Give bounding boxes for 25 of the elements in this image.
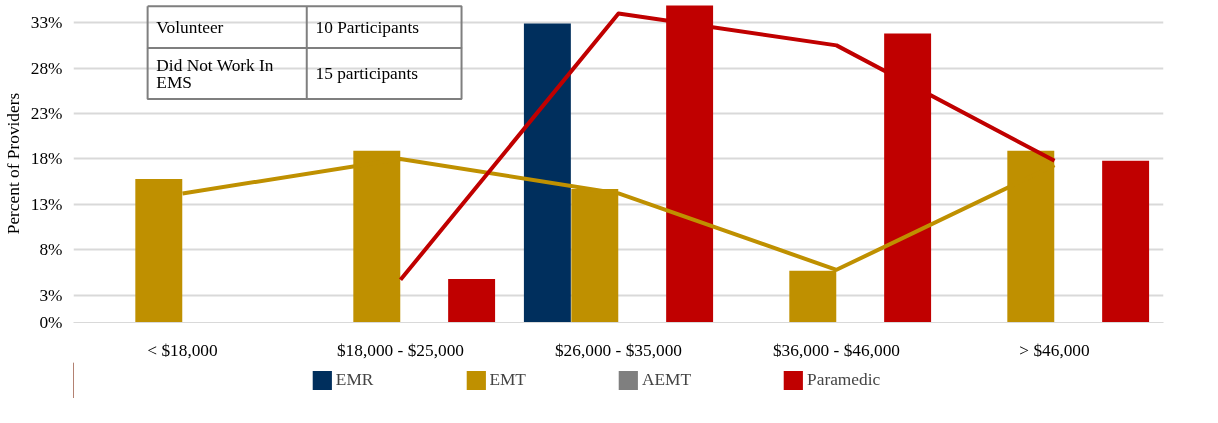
x-tick-label: $36,000 - $46,000 <box>772 340 901 360</box>
annotation: Volunteer <box>156 17 224 37</box>
x-tick-label: < $18,000 <box>147 340 218 360</box>
y-tick-label: 8% <box>39 240 63 260</box>
x-tick-label: > $46,000 <box>1019 340 1090 360</box>
legend-label: Paramedic <box>807 370 881 390</box>
annotation: 10 Participants <box>315 17 420 37</box>
y-tick-label: 28% <box>30 58 63 78</box>
y-tick-label: 0% <box>39 313 63 332</box>
legend-label: AEMT <box>641 370 692 390</box>
x-tick-label: $26,000 - $35,000 <box>554 340 683 360</box>
bar <box>448 278 496 323</box>
legend-label: EMR <box>335 370 374 390</box>
annotation: Did Not Work In EMS <box>156 55 274 92</box>
legend-label: EMT <box>489 370 526 390</box>
y-tick-label: 3% <box>39 285 63 305</box>
y-tick-label: 33% <box>30 13 63 33</box>
x-tick-label: $18,000 - $25,000 <box>336 340 465 360</box>
annotation: 15 participants <box>315 64 419 84</box>
y-tick-label: 18% <box>30 149 63 169</box>
bar <box>523 23 571 323</box>
bar <box>1102 160 1150 323</box>
y-axis-title: Percent of Providers <box>3 92 23 235</box>
y-tick-label: 23% <box>30 104 63 124</box>
y-tick-label: 13% <box>30 194 63 214</box>
